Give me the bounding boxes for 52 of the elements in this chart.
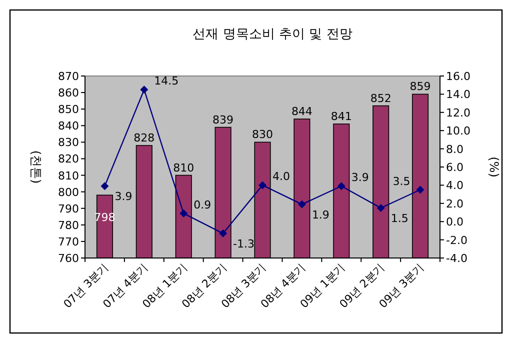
data-label: 844 [291,105,312,118]
data-label: 0.9 [194,198,212,212]
data-label: 830 [252,128,273,142]
point [180,209,188,218]
y-tick-label: 790 [58,202,79,216]
point [100,182,109,190]
data-label: 839 [212,113,234,126]
y2-tick-label: 6.0 [446,161,464,174]
y2-tick-label: -2.0 [446,234,468,247]
data-label: 810 [173,161,194,174]
data-label: 3.9 [351,171,369,184]
y-tick-label: 830 [58,136,79,150]
point [258,181,266,190]
y-tick-label: 860 [58,86,79,100]
point [416,186,424,194]
y-tick-label: 810 [58,169,79,182]
chart-title: 선재 명목소비 추이 및 전망 [192,27,352,42]
y2-tick-label: 4.0 [446,179,464,192]
y-tick-label: 820 [58,152,79,166]
data-label: 859 [410,80,431,94]
y-tick-label: 840 [58,120,79,133]
data-label: 14.5 [154,74,179,88]
y2-tick-label: 2.0 [446,197,464,210]
data-label: 3.5 [392,174,410,188]
data-label: 1.5 [390,212,408,225]
y2-axis-title: (%) [487,156,501,178]
y2-tick-label: 8.0 [446,142,464,156]
y2-tick-label: 10.0 [446,124,470,138]
point [298,200,306,208]
data-label: 1.9 [312,208,330,222]
y-tick-label: 780 [58,218,79,232]
data-label: -1.3 [233,237,255,250]
data-label: 852 [370,92,392,105]
point [376,204,385,212]
y2-tick-label: 16.0 [446,70,470,83]
y-axis-title: (천톤) [29,150,43,184]
y2-tick-label: 0.0 [446,216,464,229]
point [140,86,148,94]
point [337,182,346,190]
y-tick-label: 850 [58,103,79,116]
data-label: 3.9 [114,190,132,204]
y-tick-label: 760 [58,252,79,265]
y-tick-label: 800 [58,186,79,199]
point [219,229,228,238]
data-label: 841 [330,110,352,123]
data-label: 4.0 [272,170,290,184]
y-tick-label: 770 [58,235,79,248]
data-label: 828 [134,131,155,144]
y-tick-label: 870 [58,70,79,83]
y2-tick-label: 14.0 [446,88,470,102]
y2-tick-label: 12.0 [446,106,470,120]
y2-tick-label: -4.0 [446,252,468,265]
